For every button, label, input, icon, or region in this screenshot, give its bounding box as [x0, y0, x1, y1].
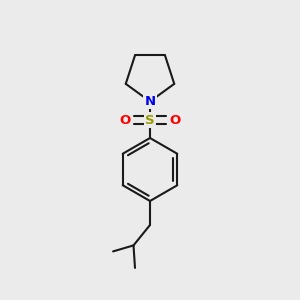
Text: O: O: [169, 113, 180, 127]
Text: S: S: [145, 113, 155, 127]
Text: O: O: [120, 113, 131, 127]
Text: N: N: [144, 95, 156, 108]
